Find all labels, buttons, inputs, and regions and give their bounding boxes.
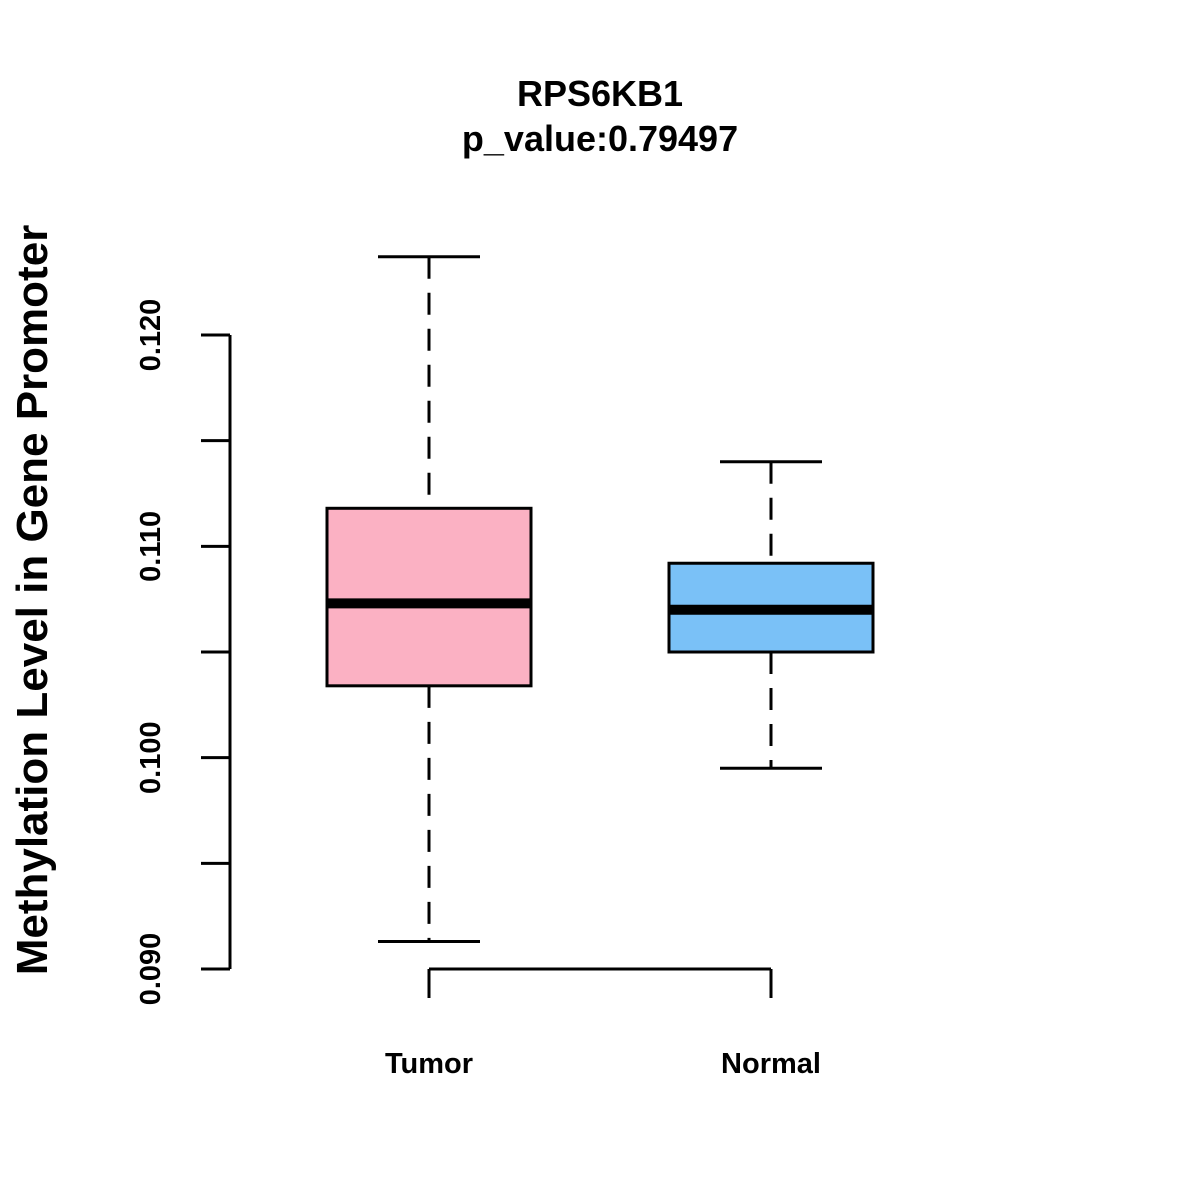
x-axis: Tumor Normal [385, 967, 821, 1080]
x-tick-label-tumor: Tumor [385, 1048, 473, 1080]
box-group-normal [667, 460, 875, 770]
y-axis: 0.090 0.100 0.110 0.120 [135, 299, 232, 1006]
chart-title: RPS6KB1 [517, 73, 683, 114]
y-axis-label: Methylation Level in Gene Promoter [8, 225, 57, 976]
y-tick-label: 0.090 [135, 933, 167, 1006]
y-tick-label: 0.120 [135, 299, 167, 372]
y-tick-label: 0.110 [135, 511, 167, 582]
y-tick-label: 0.100 [135, 721, 167, 794]
x-tick-label-normal: Normal [721, 1048, 821, 1080]
chart-subtitle: p_value:0.79497 [462, 118, 738, 159]
plot-area [325, 255, 875, 944]
box-group-tumor [325, 255, 533, 944]
iqr-box [325, 506, 533, 688]
